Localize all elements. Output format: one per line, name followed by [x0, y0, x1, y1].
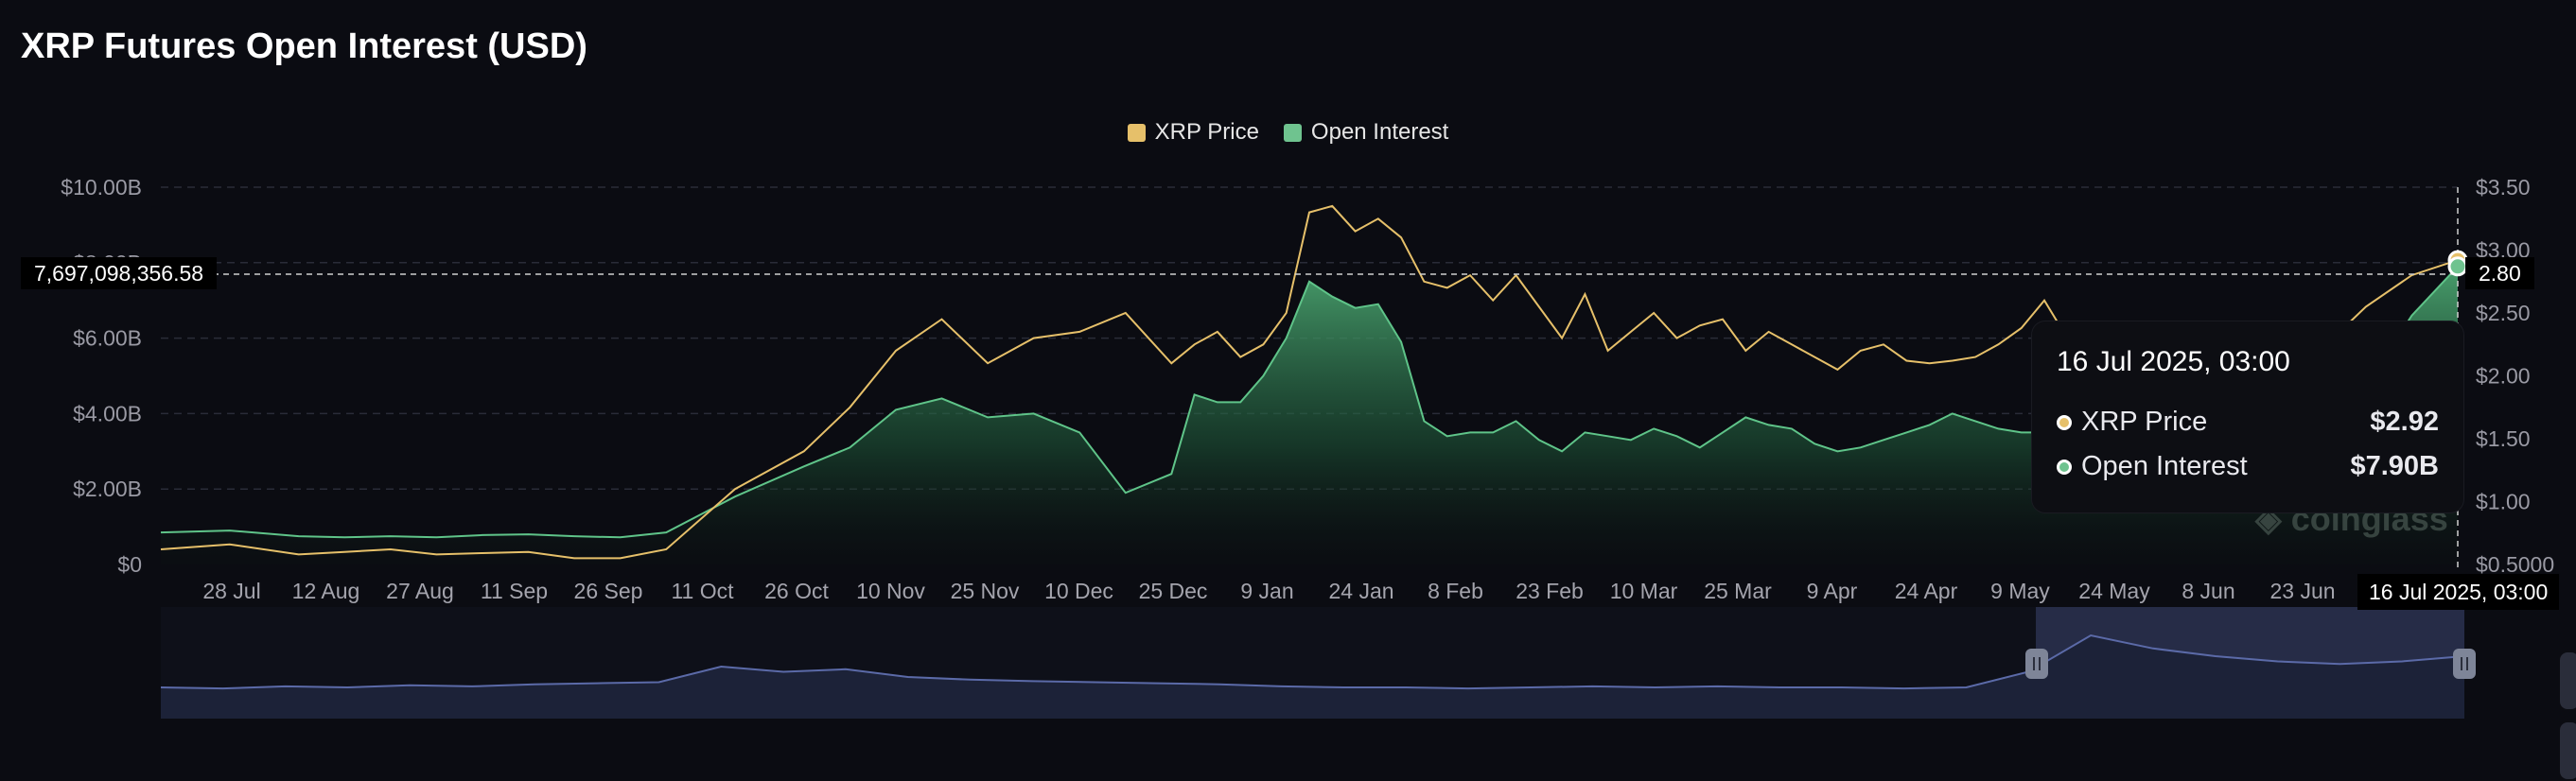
y-left-tick: $10.00B [61, 175, 142, 200]
legend-item-xrp-price[interactable]: XRP Price [1127, 119, 1259, 146]
y-right-tick: $3.50 [2476, 175, 2531, 200]
x-tick: 10 Dec [1044, 579, 1113, 603]
x-tick: 25 Nov [951, 579, 1020, 603]
y-axis-right: $0.5000$1.00$1.50$2.00$2.50$3.00$3.50 [2476, 175, 2554, 577]
y-right-tick: $1.50 [2476, 426, 2531, 451]
y-right-tick: $2.50 [2476, 301, 2531, 325]
y-left-tick: $4.00B [73, 401, 142, 425]
chart-legend: XRP Price Open Interest [0, 119, 2576, 146]
tooltip-row-open-interest: Open Interest $7.90B [2057, 451, 2439, 482]
x-tick: 25 Mar [1704, 579, 1772, 603]
crosshair-left-value: 7,697,098,356.58 [21, 257, 218, 289]
chart-tooltip: 16 Jul 2025, 03:00 XRP Price $2.92 Open … [2032, 321, 2463, 512]
navigator-handle-left[interactable] [2025, 649, 2048, 679]
scroll-left-button[interactable] [2560, 652, 2576, 709]
y-left-tick: $0 [117, 552, 142, 577]
xrp-price-line [160, 204, 2459, 560]
x-tick: 24 May [2078, 579, 2150, 603]
tooltip-value-xrp-price: $2.92 [2370, 407, 2439, 437]
x-tick: 26 Sep [574, 579, 643, 603]
legend-label-open-interest: Open Interest [1310, 119, 1449, 145]
y-right-tick: $1.00 [2476, 490, 2531, 514]
x-tick: 10 Mar [1610, 579, 1678, 603]
x-tick: 23 Feb [1516, 579, 1584, 603]
navigator[interactable] [160, 607, 2465, 719]
y-right-tick: $2.00 [2476, 364, 2531, 389]
tooltip-dot-open-interest [2057, 459, 2072, 475]
crosshair-right-value: 2.80 [2465, 257, 2534, 289]
x-axis: 28 Jul 12 Aug 27 Aug 11 Sep 26 Sep 11 Oct 26 O… [202, 579, 2335, 603]
open-interest-marker [2447, 256, 2468, 277]
x-tick: 24 Jan [1328, 579, 1393, 603]
legend-swatch-xrp-price [1127, 123, 1146, 142]
y-left-tick: $6.00B [73, 326, 142, 351]
x-tick: 8 Jun [2182, 579, 2234, 603]
tooltip-row-xrp-price: XRP Price $2.92 [2057, 407, 2439, 438]
x-tick: 25 Dec [1139, 579, 1208, 603]
tooltip-dot-xrp-price [2057, 414, 2072, 430]
x-tick: 9 Jan [1240, 579, 1293, 603]
legend-item-open-interest[interactable]: Open Interest [1283, 119, 1449, 146]
tooltip-value-open-interest: $7.90B [2350, 451, 2439, 481]
open-interest-area [161, 266, 2458, 564]
legend-swatch-open-interest [1283, 123, 1302, 142]
y-right-tick: $0.5000 [2476, 552, 2554, 577]
legend-label-xrp-price: XRP Price [1154, 119, 1259, 145]
tooltip-date: 16 Jul 2025, 03:00 [2057, 346, 2290, 377]
x-tick: 11 Oct [671, 579, 734, 603]
navigator-handle-right[interactable] [2453, 649, 2476, 679]
crosshair-date-label: 16 Jul 2025, 03:00 [2357, 574, 2560, 610]
x-tick: 12 Aug [292, 579, 360, 603]
y-left-tick: $2.00B [73, 477, 142, 501]
scroll-right-button[interactable] [2560, 722, 2576, 779]
tooltip-name-xrp-price: XRP Price [2081, 407, 2208, 437]
x-tick: 23 Jun [2269, 579, 2335, 603]
tooltip-name-open-interest: Open Interest [2081, 451, 2248, 481]
page-title: XRP Futures Open Interest (USD) [21, 26, 587, 66]
x-tick: 8 Feb [1428, 579, 1483, 603]
x-tick: 28 Jul [202, 579, 260, 603]
navigator-area [161, 635, 2464, 719]
x-tick: 26 Oct [764, 579, 829, 603]
open-interest-line [160, 266, 2459, 539]
x-tick: 11 Sep [481, 579, 548, 603]
x-tick: 9 May [1990, 579, 2050, 603]
navigator-line [160, 633, 2465, 690]
y-axis-left: $0$2.00B$4.00B$6.00B$8.00B$10.00B [61, 175, 142, 577]
x-tick: 24 Apr [1895, 579, 1958, 603]
x-tick: 9 Apr [1807, 579, 1858, 603]
x-tick: 10 Nov [856, 579, 925, 603]
x-tick: 27 Aug [386, 579, 454, 603]
